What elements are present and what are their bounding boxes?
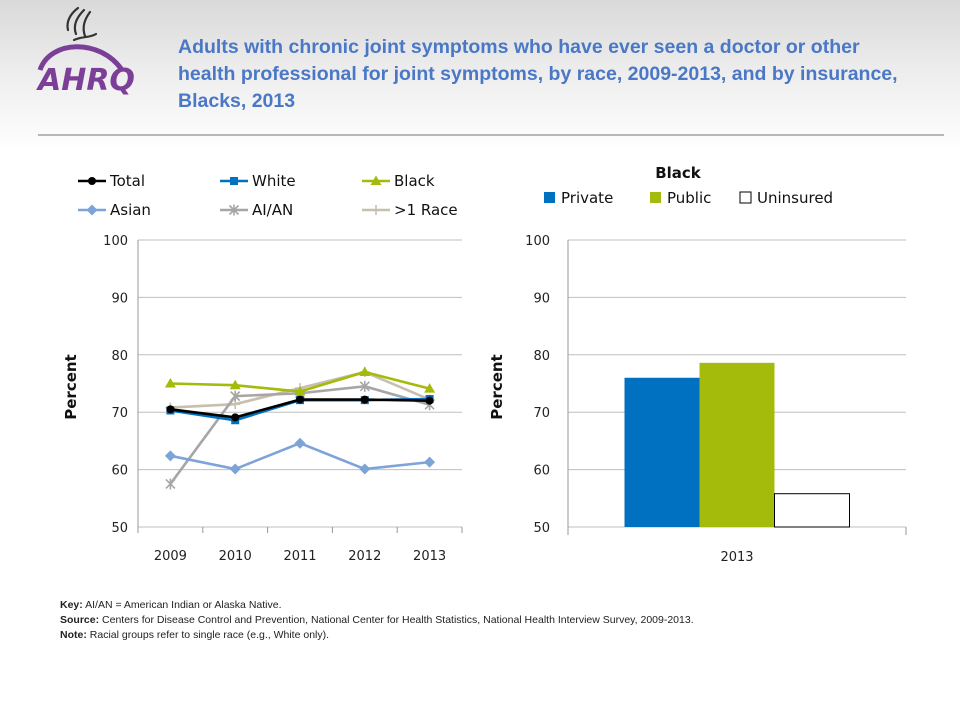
- y-tick-label-right: 50: [533, 521, 550, 536]
- source-note: Source: Centers for Disease Control and …: [60, 614, 694, 626]
- y-axis-title-left: Percent: [62, 354, 80, 419]
- x-tick-label-left: 2013: [413, 549, 446, 564]
- data-point-total: [360, 395, 369, 404]
- data-point-total: [296, 395, 304, 404]
- bar-private: [624, 377, 700, 527]
- legend-marker-black: [370, 175, 382, 185]
- data-point-black: [164, 378, 176, 388]
- legend-label-black: Black: [394, 172, 435, 190]
- data-point-total: [231, 413, 240, 422]
- data-point-black: [229, 379, 241, 390]
- page-title: Adults with chronic joint symptoms who h…: [178, 36, 898, 112]
- data-point-black: [424, 383, 436, 393]
- bar-public: [699, 362, 775, 527]
- data-point-total: [166, 405, 175, 414]
- racial-note: Note: Racial groups refer to single race…: [60, 629, 330, 641]
- x-tick-label-right: 2013: [720, 550, 753, 565]
- data-point-total: [425, 396, 434, 405]
- data-point-aian: [165, 478, 176, 490]
- legend-marker-white: [230, 177, 238, 185]
- legend-label-public: Public: [667, 189, 711, 207]
- legend-label-multi: >1 Race: [394, 201, 458, 219]
- y-tick-label-left: 70: [111, 406, 128, 421]
- y-tick-label-left: 100: [103, 234, 128, 249]
- footnotes: Key: AI/AN = American Indian or Alaska N…: [60, 598, 940, 643]
- hhs-eagle-icon: [66, 6, 98, 42]
- y-tick-label-left: 60: [111, 464, 128, 479]
- data-point-asian: [164, 450, 176, 462]
- header-divider: [38, 134, 944, 136]
- legend-marker-multi: [371, 205, 381, 215]
- y-tick-label-right: 60: [533, 464, 550, 479]
- y-tick-label-left: 80: [111, 349, 128, 364]
- key-note: Key: AI/AN = American Indian or Alaska N…: [60, 599, 282, 611]
- bar-uninsured: [774, 493, 850, 528]
- ahrq-logo-text: AHRQ: [36, 63, 135, 98]
- legend-label-private: Private: [561, 189, 613, 207]
- x-tick-label-left: 2012: [348, 549, 381, 564]
- legend-label-asian: Asian: [110, 201, 151, 219]
- data-point-asian: [229, 463, 241, 475]
- legend-marker-total: [88, 177, 96, 185]
- legend-label-uninsured: Uninsured: [757, 189, 833, 207]
- data-point-asian: [359, 463, 371, 475]
- data-point-asian: [424, 456, 436, 468]
- ahrq-swoosh-icon: [37, 44, 125, 72]
- legend-swatch-private: [544, 192, 555, 203]
- data-point-black: [359, 366, 371, 377]
- data-point-aian: [230, 390, 241, 402]
- y-axis-title-right: Percent: [488, 354, 506, 419]
- y-tick-label-right: 80: [533, 349, 550, 364]
- data-point-aian: [359, 380, 370, 392]
- legend-swatch-public: [650, 192, 661, 203]
- header-background: [0, 0, 960, 150]
- y-tick-label-right: 100: [525, 234, 550, 249]
- data-point-black: [294, 386, 306, 396]
- x-tick-label-left: 2010: [219, 549, 252, 564]
- legend-label-total: Total: [109, 172, 145, 190]
- legend-swatch-uninsured: [739, 191, 752, 204]
- legend-label-aian: AI/AN: [252, 201, 293, 219]
- y-tick-label-right: 90: [533, 291, 550, 306]
- x-tick-label-left: 2011: [283, 549, 316, 564]
- legend-label-white: White: [252, 172, 296, 190]
- chart-title-right: Black: [655, 164, 702, 182]
- charts-canvas: 50 60 70 80 90 100 2009 2010 2011 2012 2013 Percent…: [62, 164, 907, 565]
- legend-marker-asian: [86, 204, 98, 216]
- data-point-asian: [294, 437, 306, 449]
- y-tick-label-left: 90: [111, 291, 128, 306]
- x-tick-label-left: 2009: [154, 549, 187, 564]
- legend-marker-aian: [228, 204, 240, 216]
- y-tick-label-left: 50: [111, 521, 128, 536]
- y-tick-label-right: 70: [533, 406, 550, 421]
- ahrq-logo: AHRQ: [36, 6, 135, 98]
